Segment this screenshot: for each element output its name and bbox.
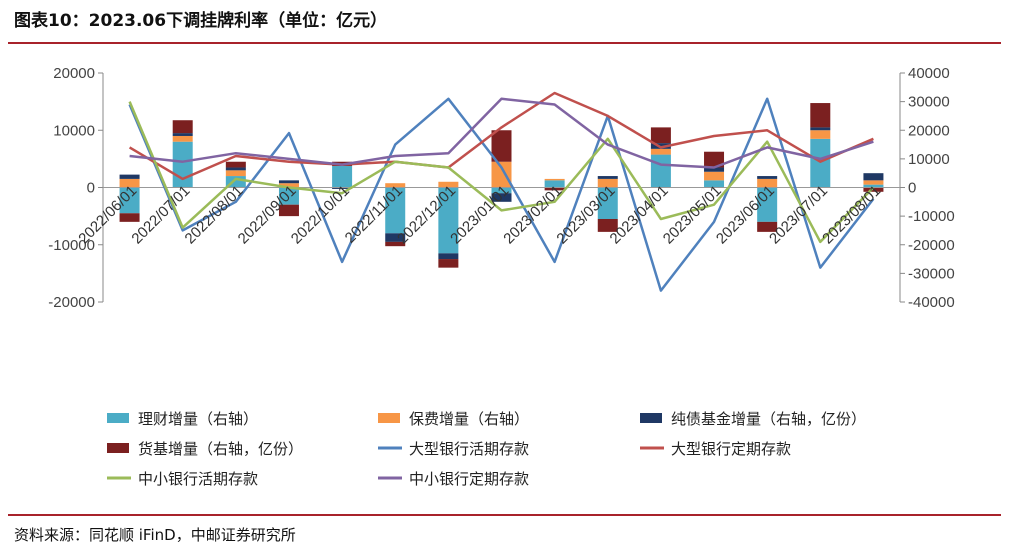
bar-segment xyxy=(438,259,459,268)
legend-swatch xyxy=(640,413,662,423)
legend-swatch xyxy=(107,413,129,423)
bar-segment xyxy=(225,170,246,177)
bar-segment xyxy=(810,130,831,139)
bar-segment xyxy=(650,148,671,155)
right-tick-label: 30000 xyxy=(908,94,950,111)
bar-segment xyxy=(544,180,565,188)
bar-segment xyxy=(385,233,406,242)
bar-segment xyxy=(491,193,512,202)
left-tick-label: -10000 xyxy=(48,237,95,254)
bar-segment xyxy=(385,187,406,234)
right-tick-label: 0 xyxy=(908,180,916,197)
right-tick-label: 20000 xyxy=(908,122,950,139)
left-tick-label: 0 xyxy=(87,180,95,197)
bar-segment xyxy=(757,221,778,232)
x-tick-label: 2023/08/01 xyxy=(819,182,884,247)
bar-segment xyxy=(119,213,140,222)
source-divider xyxy=(8,514,1001,516)
bar-segment xyxy=(278,204,299,217)
bar-segment xyxy=(172,141,193,188)
bar-segment xyxy=(544,187,565,191)
bar-segment xyxy=(544,178,565,181)
legend-label: 中小银行定期存款 xyxy=(409,470,529,488)
legend-label: 大型银行定期存款 xyxy=(671,440,791,458)
bar-segment xyxy=(757,176,778,179)
bar-segment xyxy=(757,187,778,222)
bar-segment xyxy=(704,151,725,168)
series-line xyxy=(129,97,874,169)
bar-segment xyxy=(704,167,725,172)
bar-segment xyxy=(278,180,299,184)
legend-label: 大型银行活期存款 xyxy=(409,440,529,458)
left-tick-label: 20000 xyxy=(53,65,95,82)
bar-segment xyxy=(172,120,193,134)
bar-segment xyxy=(704,171,725,181)
bar-segment xyxy=(491,161,512,188)
bar-segment xyxy=(278,183,299,188)
bar-segment xyxy=(597,218,618,232)
bar-segment xyxy=(597,178,618,188)
bar-segment xyxy=(225,176,246,188)
bar-segment xyxy=(385,241,406,247)
bar-segment xyxy=(119,178,140,188)
source-note: 资料来源：同花顺 iFinD，中邮证券研究所 xyxy=(14,526,296,544)
bar-segment xyxy=(650,127,671,144)
legend-swatch xyxy=(107,443,129,453)
bar-segment xyxy=(704,180,725,188)
bar-segment xyxy=(863,184,884,188)
chart-title: 图表10：2023.06下调挂牌利率（单位：亿元） xyxy=(14,11,388,31)
bar-segment xyxy=(438,181,459,188)
bar-segment xyxy=(863,173,884,181)
bar-segment xyxy=(810,127,831,131)
bar-segment xyxy=(119,174,140,179)
left-tick-label: -20000 xyxy=(48,294,95,311)
legend-label: 中小银行活期存款 xyxy=(138,470,258,488)
right-tick-label: -10000 xyxy=(908,208,955,225)
bar-segment xyxy=(172,135,193,142)
bar-segment xyxy=(332,187,353,189)
right-tick-label: 40000 xyxy=(908,65,950,82)
bar-segment xyxy=(491,187,512,194)
legend-label: 理财增量（右轴） xyxy=(138,410,258,428)
series-line xyxy=(128,101,875,244)
bar-segment xyxy=(225,161,246,168)
legend-label: 保费增量（右轴） xyxy=(409,410,529,428)
bar-segment xyxy=(225,167,246,171)
legend-label: 纯债基金增量（右轴，亿份） xyxy=(671,410,866,428)
right-tick-label: 10000 xyxy=(908,151,950,168)
bar-segment xyxy=(172,133,193,136)
bar-segment xyxy=(438,187,459,254)
right-tick-label: -30000 xyxy=(908,265,955,282)
bar-segment xyxy=(650,154,671,188)
bar-segment xyxy=(119,187,140,214)
series-line xyxy=(128,91,874,181)
series-line xyxy=(128,97,875,292)
title-divider xyxy=(8,42,1001,44)
bar-segment xyxy=(810,103,831,128)
legend-swatch xyxy=(378,413,400,423)
bar-segment xyxy=(332,166,353,188)
bar-segment xyxy=(863,180,884,185)
bar-segment xyxy=(597,187,618,219)
bar-segment xyxy=(491,130,512,162)
right-tick-label: -40000 xyxy=(908,294,955,311)
legend-label: 货基增量（右轴，亿份） xyxy=(138,440,303,458)
bar-segment xyxy=(278,187,299,205)
right-tick-label: -20000 xyxy=(908,237,955,254)
left-tick-label: 10000 xyxy=(53,122,95,139)
bar-segment xyxy=(863,187,884,192)
bar-segment xyxy=(810,138,831,188)
bar-segment xyxy=(438,253,459,260)
bar-segment xyxy=(385,183,406,188)
bar-segment xyxy=(757,178,778,188)
bar-segment xyxy=(597,176,618,179)
